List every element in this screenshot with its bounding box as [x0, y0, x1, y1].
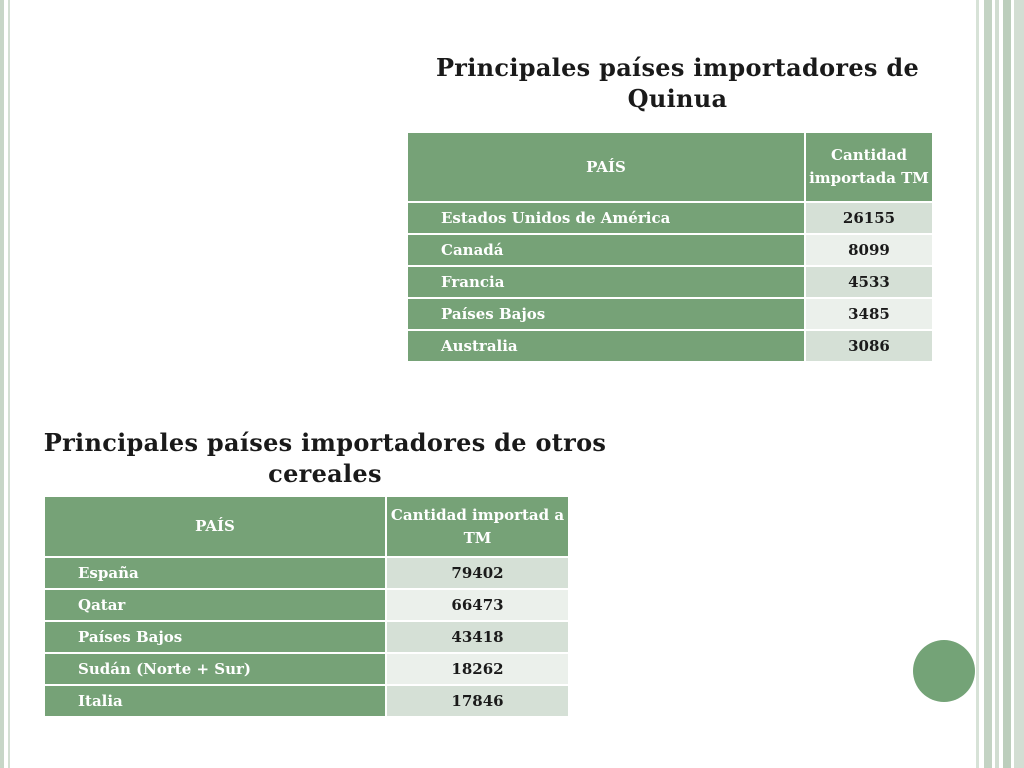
country-cell: Sudán (Norte + Sur) — [45, 654, 385, 684]
quantity-cell: 26155 — [806, 203, 932, 233]
country-cell: Francia — [408, 267, 804, 297]
country-cell: Canadá — [408, 235, 804, 265]
table-row: Países Bajos 43418 — [45, 622, 568, 652]
cereales-importers-table: PAÍS Cantidad importad a TM España 79402… — [43, 495, 570, 718]
quantity-cell: 17846 — [387, 686, 568, 716]
country-cell: Australia — [408, 331, 804, 361]
quinua-table-title: Principales países importadores de Quinu… — [435, 53, 920, 113]
table-header-row: PAÍS Cantidad importada TM — [408, 133, 932, 201]
country-cell: España — [45, 558, 385, 588]
table-row: España 79402 — [45, 558, 568, 588]
quantity-cell: 4533 — [806, 267, 932, 297]
table-row: Estados Unidos de América 26155 — [408, 203, 932, 233]
slide-frame-right-stripe — [976, 0, 979, 768]
country-cell: Estados Unidos de América — [408, 203, 804, 233]
quantity-cell: 43418 — [387, 622, 568, 652]
quantity-cell: 79402 — [387, 558, 568, 588]
table-row: Francia 4533 — [408, 267, 932, 297]
quantity-cell: 66473 — [387, 590, 568, 620]
quantity-cell: 3086 — [806, 331, 932, 361]
table-row: Qatar 66473 — [45, 590, 568, 620]
slide-frame-left-inner — [8, 0, 10, 768]
header-quantity: Cantidad importad a TM — [387, 497, 568, 556]
quantity-cell: 8099 — [806, 235, 932, 265]
quantity-cell: 18262 — [387, 654, 568, 684]
slide-frame-right-stripe — [984, 0, 992, 768]
slide-frame-right-stripe — [1003, 0, 1011, 768]
header-country: PAÍS — [45, 497, 385, 556]
table-header-row: PAÍS Cantidad importad a TM — [45, 497, 568, 556]
slide-frame-right-stripe — [995, 0, 999, 768]
decorative-circle — [913, 640, 975, 702]
country-cell: Países Bajos — [408, 299, 804, 329]
table-row: Italia 17846 — [45, 686, 568, 716]
country-cell: Italia — [45, 686, 385, 716]
country-cell: Qatar — [45, 590, 385, 620]
country-cell: Países Bajos — [45, 622, 385, 652]
slide-frame-left — [0, 0, 4, 768]
table-row: Australia 3086 — [408, 331, 932, 361]
table-row: Canadá 8099 — [408, 235, 932, 265]
header-country: PAÍS — [408, 133, 804, 201]
table-row: Sudán (Norte + Sur) 18262 — [45, 654, 568, 684]
quantity-cell: 3485 — [806, 299, 932, 329]
header-quantity: Cantidad importada TM — [806, 133, 932, 201]
table-row: Países Bajos 3485 — [408, 299, 932, 329]
slide-frame-right-stripe — [1014, 0, 1024, 768]
cereales-table-title: Principales países importadores de otros… — [43, 428, 607, 488]
quinua-importers-table: PAÍS Cantidad importada TM Estados Unido… — [406, 131, 934, 363]
